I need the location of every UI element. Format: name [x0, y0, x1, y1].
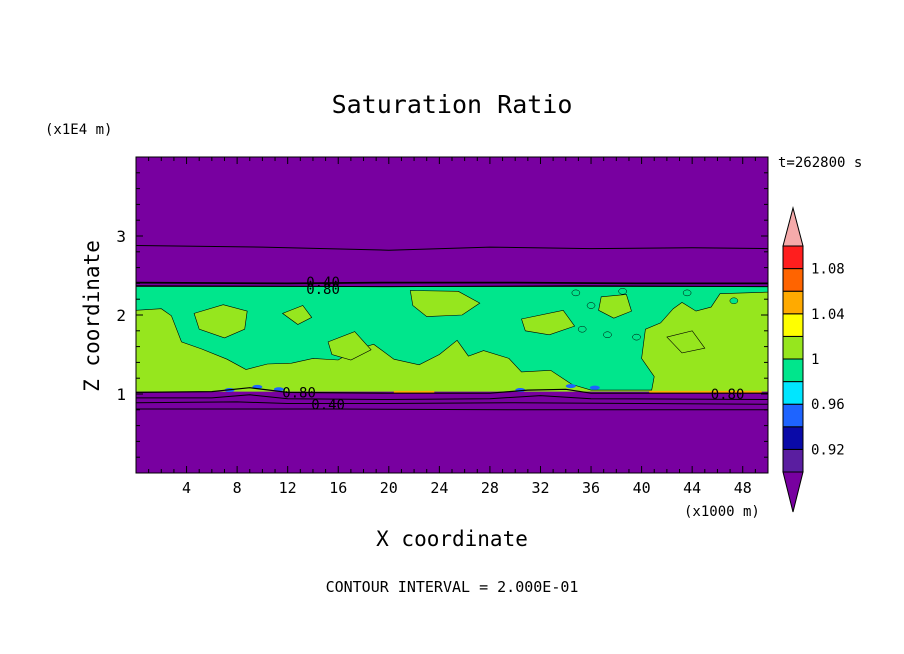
y-axis-label: Z coordinate: [80, 240, 104, 392]
colorbar-tick-label: 1.08: [811, 262, 845, 278]
saturated-speck: [729, 297, 739, 305]
x-tick-label: 4: [182, 479, 191, 497]
contour-label: 0.80: [306, 282, 340, 298]
saturated-speck: [571, 289, 581, 297]
supersaturated-strip: [393, 390, 435, 393]
x-tick-label: 12: [279, 479, 297, 497]
chart-title: Saturation Ratio: [332, 90, 573, 119]
x-tick-label: 48: [734, 479, 752, 497]
contour-line: [136, 408, 768, 411]
y-tick-label: 1: [116, 385, 126, 404]
contour-line: [135, 401, 769, 405]
contour-line: [135, 285, 769, 288]
unsaturated-island: [521, 309, 576, 336]
colorbar-bin: [782, 335, 804, 360]
colorbar-bin: [782, 381, 804, 405]
plot-area: [135, 157, 769, 473]
colorbar: 0.92 0.96 1 1.04 1.08: [782, 206, 845, 513]
y-axis-ticks: 1 2 3: [116, 172, 768, 458]
x-tick-label: 8: [233, 479, 242, 497]
unsaturated-island: [598, 294, 632, 319]
colorbar-bin: [782, 245, 804, 270]
contour-label: 0.80: [282, 385, 316, 401]
x-axis-label: X coordinate: [376, 527, 528, 551]
x-tick-label: 32: [531, 479, 549, 497]
y-tick-label: 3: [116, 227, 126, 246]
contour-label: 0.40: [306, 275, 340, 291]
x-tick-label: 36: [582, 479, 600, 497]
contour-interval-footer: CONTOUR INTERVAL = 2.000E-01: [326, 578, 579, 596]
contour-line: [136, 394, 769, 401]
unsaturated-island: [281, 305, 313, 325]
x-axis-ticks: 4 8 12 16 20 24 28 32 36 40 44 48: [148, 157, 756, 497]
saturated-speck: [603, 331, 612, 338]
x-units-label: (x1000 m): [684, 504, 760, 520]
colorbar-bin: [782, 268, 804, 292]
unsaturated-island: [409, 290, 481, 317]
contour-labels: 0.400.800.800.400.80: [282, 275, 744, 413]
contour-line: [135, 245, 769, 251]
saturated-speck: [586, 302, 596, 309]
x-tick-label: 44: [683, 479, 701, 497]
colorbar-tick-label: 0.92: [811, 442, 845, 458]
colorbar-tick-label: 1.04: [811, 307, 845, 323]
saturated-speck: [632, 333, 641, 341]
colorbar-under-arrow: [782, 471, 804, 513]
colorbar-bin: [782, 313, 804, 337]
saturated-speck: [682, 289, 692, 297]
colorbar-bin: [782, 358, 804, 383]
colorbar-over-arrow: [782, 206, 804, 247]
x-tick-label: 20: [380, 479, 398, 497]
colorbar-tick-label: 1: [811, 352, 819, 368]
unsaturated-island: [666, 330, 706, 354]
subsaturated-wisp: [589, 385, 600, 390]
subsaturated-wisp: [273, 387, 284, 392]
unsaturated-island: [327, 331, 372, 361]
supersaturated-strip: [649, 390, 762, 393]
contour-label: 0.80: [711, 387, 745, 403]
colorbar-tick-label: 0.96: [811, 397, 845, 413]
contour-line: [135, 387, 768, 394]
x-tick-label: 24: [430, 479, 448, 497]
x-tick-label: 28: [481, 479, 499, 497]
y-units-label: (x1E4 m): [45, 122, 112, 138]
x-tick-label: 40: [633, 479, 651, 497]
colorbar-bin: [782, 426, 804, 450]
unsaturated-island: [193, 304, 248, 339]
time-label: t=262800 s: [778, 155, 862, 171]
saturated-speck: [577, 325, 587, 333]
y-tick-label: 2: [116, 306, 126, 325]
subsaturated-wisp: [565, 384, 576, 389]
contour-line: [135, 281, 768, 285]
colorbar-bin: [782, 403, 804, 428]
contour-lines: [135, 245, 769, 411]
colorbar-bin: [782, 448, 804, 473]
colorbar-bin: [782, 290, 804, 315]
x-tick-label: 16: [329, 479, 347, 497]
contour-label: 0.40: [311, 397, 345, 413]
saturated-speck: [618, 288, 627, 295]
